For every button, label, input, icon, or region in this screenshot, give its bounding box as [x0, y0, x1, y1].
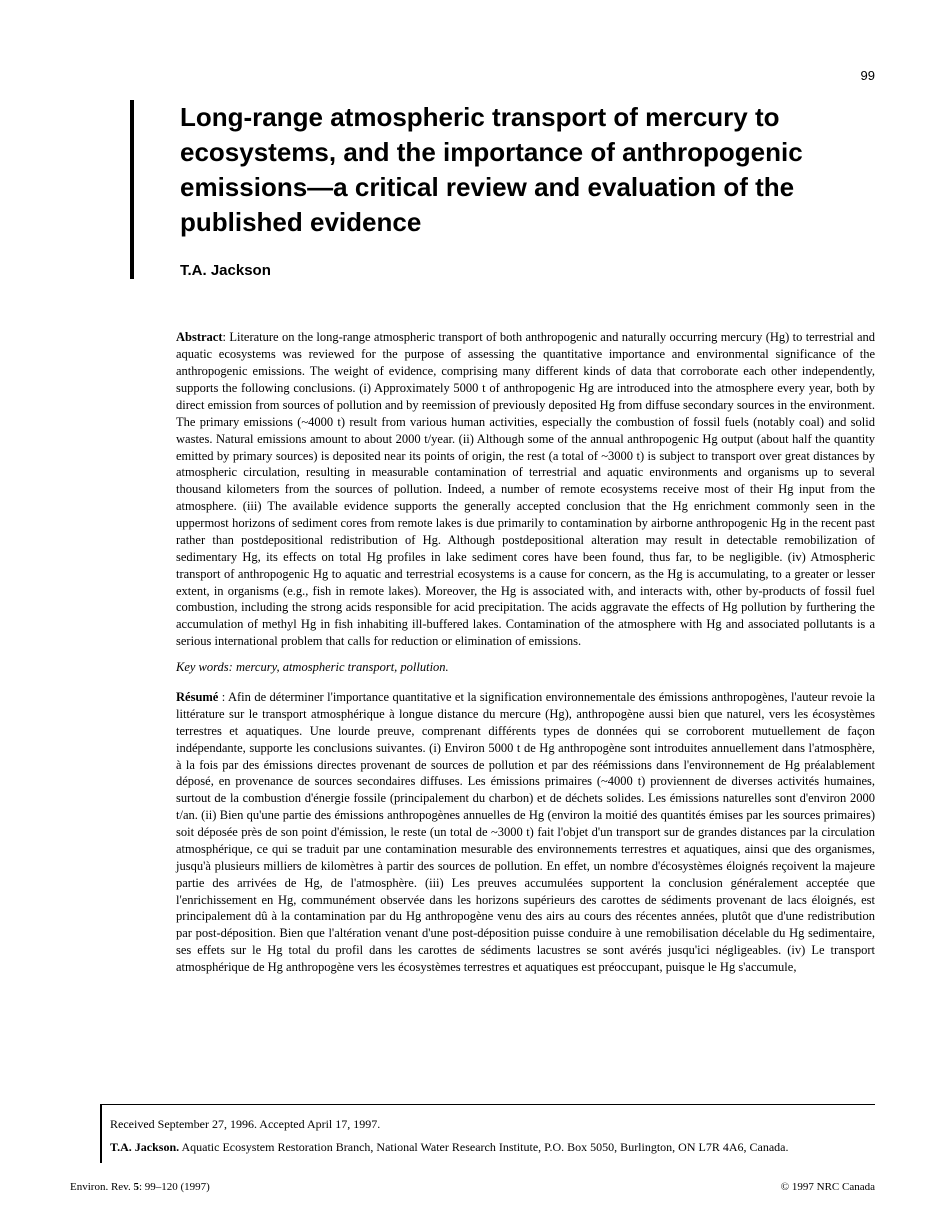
affiliation-author-name: T.A. Jackson.	[110, 1140, 179, 1154]
bottom-line: Environ. Rev. 5: 99–120 (1997) © 1997 NR…	[70, 1181, 875, 1193]
author-affiliation: T.A. Jackson. Aquatic Ecosystem Restorat…	[110, 1140, 875, 1155]
footer-inner: Received September 27, 1996. Accepted Ap…	[100, 1105, 875, 1163]
article-title: Long-range atmospheric transport of merc…	[180, 100, 875, 240]
journal-pages: : 99–120 (1997)	[139, 1181, 210, 1193]
keywords-label: Key words	[176, 660, 229, 674]
abstract-label: Abstract	[176, 330, 223, 344]
keywords-line: Key words: mercury, atmospheric transpor…	[176, 660, 875, 675]
abstract-body: : Literature on the long-range atmospher…	[176, 330, 875, 648]
page-number: 99	[861, 68, 875, 83]
journal-reference: Environ. Rev. 5: 99–120 (1997)	[70, 1181, 210, 1193]
content-area: Long-range atmospheric transport of merc…	[0, 0, 945, 976]
footer-block: Received September 27, 1996. Accepted Ap…	[100, 1104, 875, 1163]
resume-body: : Afin de déterminer l'importance quanti…	[176, 690, 875, 974]
author-name: T.A. Jackson	[180, 262, 875, 279]
abstract-block: Abstract: Literature on the long-range a…	[176, 329, 875, 976]
received-date: Received September 27, 1996. Accepted Ap…	[110, 1117, 875, 1132]
resume-label: Résumé	[176, 690, 218, 704]
keywords-text: : mercury, atmospheric transport, pollut…	[229, 660, 449, 674]
journal-name: Environ. Rev.	[70, 1181, 133, 1193]
copyright-text: © 1997 NRC Canada	[781, 1181, 875, 1193]
resume-paragraph: Résumé : Afin de déterminer l'importance…	[176, 689, 875, 976]
abstract-paragraph: Abstract: Literature on the long-range a…	[176, 329, 875, 650]
title-block: Long-range atmospheric transport of merc…	[130, 100, 875, 279]
affiliation-text: Aquatic Ecosystem Restoration Branch, Na…	[179, 1140, 788, 1154]
